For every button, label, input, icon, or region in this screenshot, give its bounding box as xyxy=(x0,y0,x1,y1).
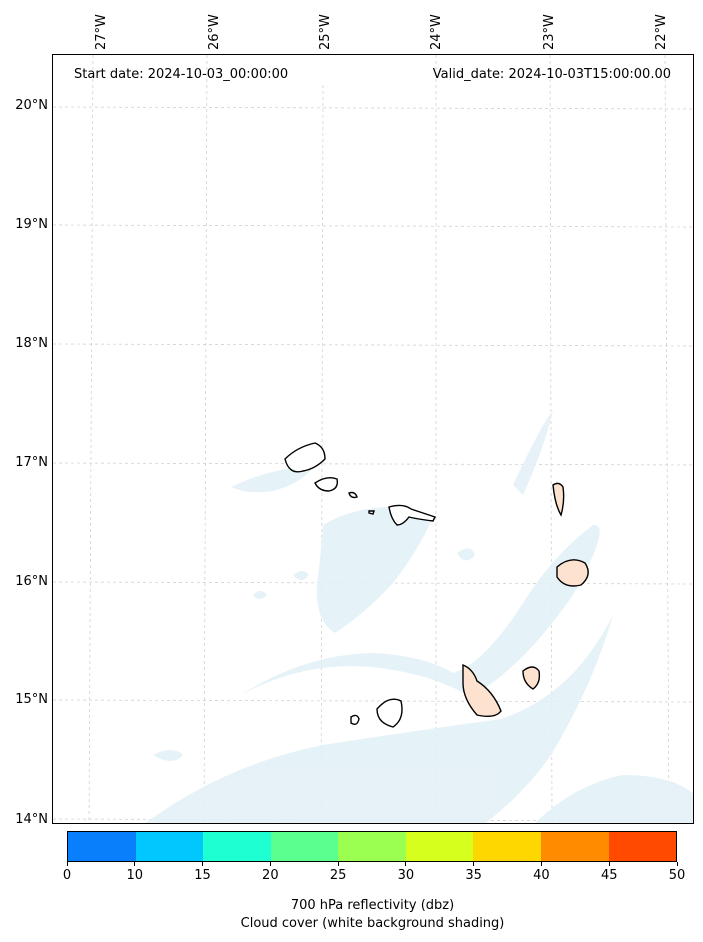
island-fogo xyxy=(376,698,403,728)
colorbar-tick-label: 40 xyxy=(533,868,550,883)
colorbar-segment-20-25 xyxy=(270,832,339,861)
colorbar-tick-mark xyxy=(66,862,68,866)
colorbar-tick-mark xyxy=(337,862,339,866)
lon-label-25w: 25°W xyxy=(318,14,333,50)
lon-label-23w: 23°W xyxy=(542,14,557,50)
colorbar-tick-label: 35 xyxy=(465,868,482,883)
colorbar xyxy=(67,831,677,862)
colorbar-tick-label: 50 xyxy=(668,868,686,883)
island-brava xyxy=(350,714,360,726)
colorbar-segment-0-10 xyxy=(68,832,136,861)
colorbar-tick-mark xyxy=(269,862,271,866)
island-maio xyxy=(522,666,541,690)
colorbar-segment-40-45 xyxy=(540,832,609,861)
colorbar-tick-mark xyxy=(473,862,475,866)
island-sao-vicente xyxy=(314,476,339,492)
colorbar-segment-15-20 xyxy=(203,832,271,861)
colorbar-segment-25-30 xyxy=(338,832,406,861)
colorbar-tick-label: 25 xyxy=(329,868,347,883)
colorbar-tick-mark xyxy=(405,862,407,866)
lat-label-20n: 20°N xyxy=(15,98,48,113)
gridlines xyxy=(53,55,693,823)
colorbar-tick-mark xyxy=(202,862,204,866)
colorbar-label-line2: Cloud cover (white background shading) xyxy=(240,916,505,931)
colorbar-tick-label: 20 xyxy=(262,868,279,883)
island-santo-antao xyxy=(284,442,326,473)
lat-label-15n: 15°N xyxy=(15,692,48,707)
colorbar-label-line1: 700 hPa reflectivity (dbz) xyxy=(290,898,455,913)
island-razo xyxy=(368,510,375,515)
lon-label-26w: 26°W xyxy=(207,14,222,50)
colorbar-tick-mark xyxy=(540,862,542,866)
map-canvas xyxy=(53,55,693,823)
lat-label-18n: 18°N xyxy=(15,336,48,351)
island-sao-nicolau xyxy=(388,504,436,526)
colorbar-tick-mark xyxy=(676,862,678,866)
island-santa-luzia xyxy=(348,491,358,499)
lon-label-24w: 24°W xyxy=(429,14,444,50)
island-santiago xyxy=(462,663,502,718)
lat-label-19n: 19°N xyxy=(15,217,48,232)
lat-label-14n: 14°N xyxy=(15,812,48,827)
lon-label-27w: 27°W xyxy=(94,14,109,50)
colorbar-tick-label: 30 xyxy=(397,868,415,883)
cloud-cover xyxy=(145,411,693,823)
colorbar-segment-35-40 xyxy=(473,832,541,861)
colorbar-tick-label: 10 xyxy=(126,868,144,883)
lat-label-16n: 16°N xyxy=(15,574,48,589)
colorbar-tick-label: 0 xyxy=(62,868,72,883)
colorbar-segment-30-35 xyxy=(405,832,474,861)
colorbar-tick-label: 15 xyxy=(194,868,211,883)
map-panel: Start date: 2024-10-03_00:00:00 Valid_da… xyxy=(52,54,694,824)
island-boa-vista xyxy=(556,559,589,587)
islands xyxy=(284,442,589,728)
colorbar-tick-mark xyxy=(134,862,136,866)
colorbar-segment-45-50 xyxy=(608,832,677,861)
valid-date-label: Valid_date: 2024-10-03T15:00:00.00 xyxy=(432,67,671,82)
colorbar-tick-label: 45 xyxy=(600,868,618,883)
start-date-label: Start date: 2024-10-03_00:00:00 xyxy=(74,67,289,82)
island-sal xyxy=(552,482,565,517)
colorbar-segment-10-15 xyxy=(135,832,204,861)
colorbar-tick-mark xyxy=(608,862,610,866)
lat-label-17n: 17°N xyxy=(15,455,48,470)
lon-label-22w: 22°W xyxy=(654,14,669,50)
